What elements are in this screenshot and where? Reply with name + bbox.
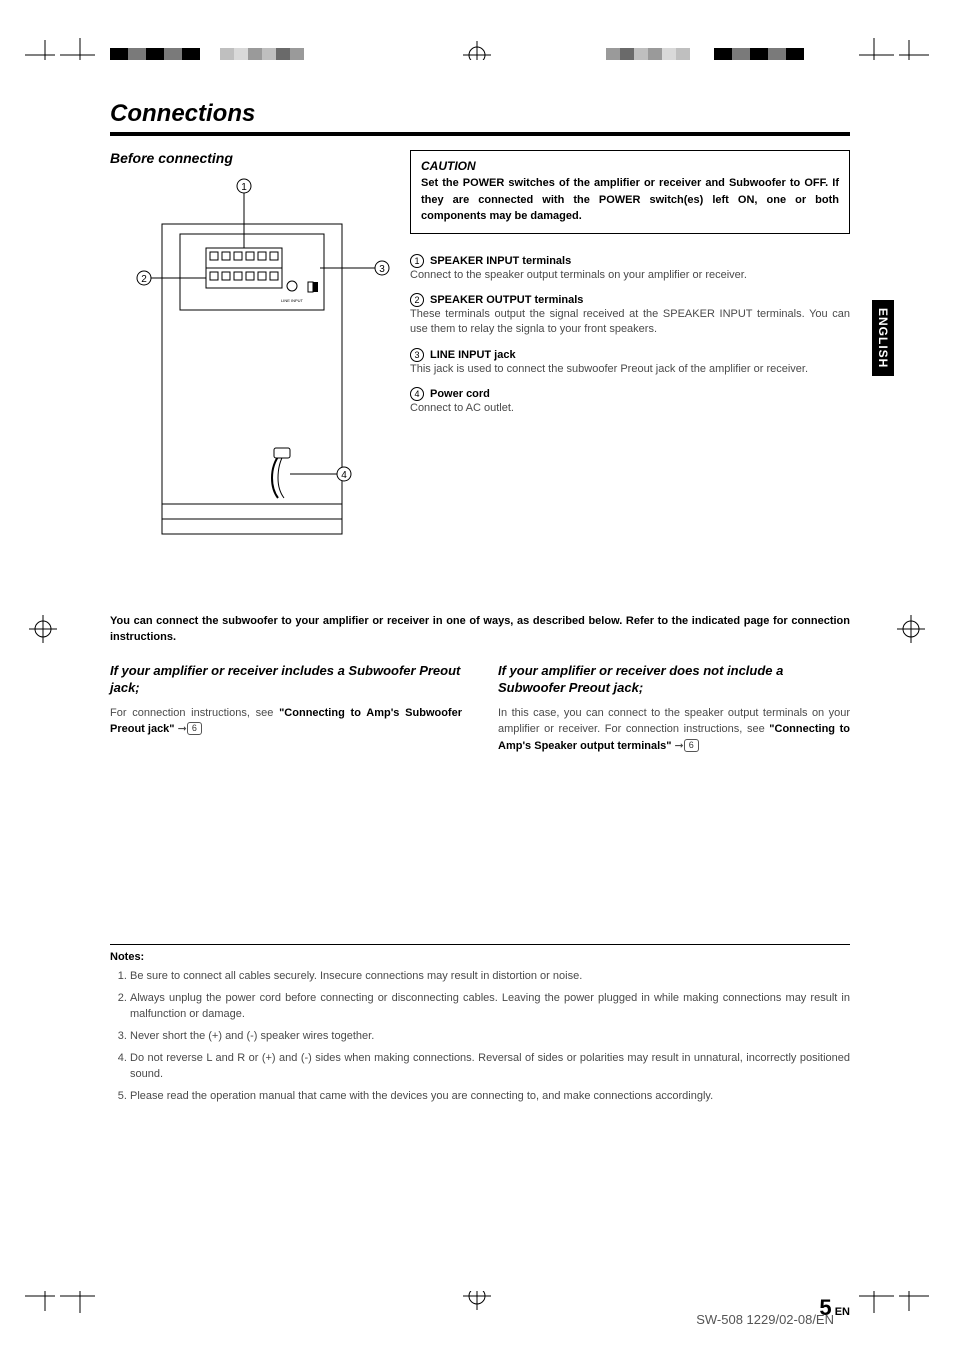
- notes-block: Notes: Be sure to connect all cables sec…: [110, 944, 850, 1105]
- page-content: Connections Before connecting: [110, 100, 850, 1321]
- registration-right: [896, 614, 926, 644]
- crop-marks-top: [0, 0, 954, 60]
- terminal-item-3: 3LINE INPUT jack This jack is used to co…: [410, 348, 850, 377]
- svg-text:1: 1: [241, 182, 247, 193]
- notes-title: Notes:: [110, 951, 850, 963]
- before-connecting-heading: Before connecting: [110, 150, 390, 166]
- terminal-item-4: 4Power cord Connect to AC outlet.: [410, 387, 850, 416]
- section-title: Connections: [110, 100, 850, 136]
- svg-text:4: 4: [341, 470, 347, 481]
- option-without-preout: If your amplifier or receiver does not i…: [498, 662, 850, 755]
- arrow-icon: ➞: [675, 740, 684, 752]
- connection-intro: You can connect the subwoofer to your am…: [110, 614, 850, 646]
- svg-text:2: 2: [141, 274, 147, 285]
- caution-title: CAUTION: [421, 159, 839, 173]
- option-with-preout: If your amplifier or receiver includes a…: [110, 662, 462, 755]
- option-heading-left: If your amplifier or receiver includes a…: [110, 662, 462, 697]
- page-ref: 6: [187, 722, 202, 735]
- caution-text: Set the POWER switches of the amplifier …: [421, 175, 839, 225]
- note-item: Do not reverse L and R or (+) and (-) si…: [130, 1051, 850, 1083]
- subwoofer-diagram: LINE INPUT 1 2 3: [110, 174, 390, 554]
- note-item: Always unplug the power cord before conn…: [130, 991, 850, 1023]
- terminal-item-2: 2SPEAKER OUTPUT terminals These terminal…: [410, 293, 850, 338]
- line-input-label: LINE INPUT: [281, 298, 304, 303]
- crop-marks-bottom: [0, 1291, 954, 1351]
- option-left-pre: For connection instructions, see: [110, 707, 279, 719]
- option-heading-right: If your amplifier or receiver does not i…: [498, 662, 850, 697]
- note-item: Please read the operation manual that ca…: [130, 1089, 850, 1105]
- caution-box: CAUTION Set the POWER switches of the am…: [410, 150, 850, 234]
- svg-text:3: 3: [379, 264, 385, 275]
- note-item: Be sure to connect all cables securely. …: [130, 969, 850, 985]
- note-item: Never short the (+) and (-) speaker wire…: [130, 1029, 850, 1045]
- arrow-icon: ➞: [178, 723, 187, 735]
- language-tab: ENGLISH: [872, 300, 894, 376]
- terminal-item-1: 1SPEAKER INPUT terminals Connect to the …: [410, 254, 850, 283]
- registration-left: [28, 614, 58, 644]
- page-ref: 6: [684, 739, 699, 752]
